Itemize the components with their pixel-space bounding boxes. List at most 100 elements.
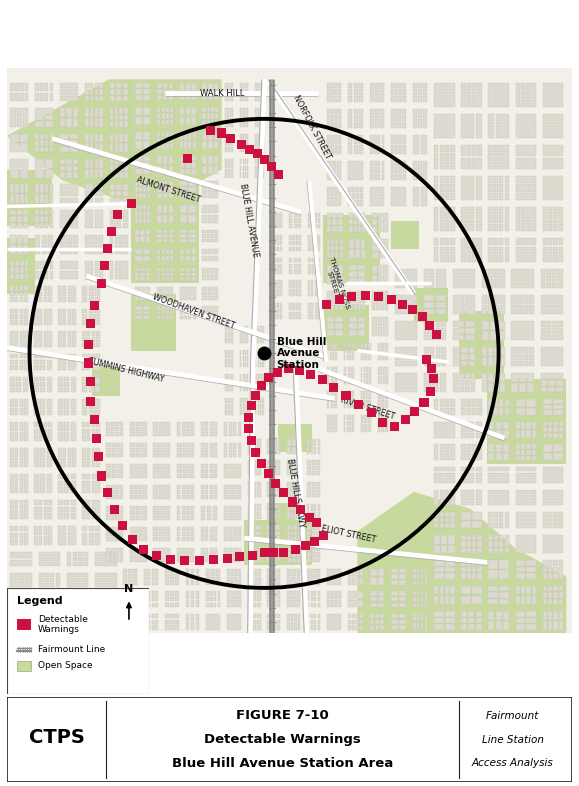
Bar xyxy=(134,495,138,499)
Bar xyxy=(200,443,208,450)
Bar xyxy=(399,597,406,601)
Bar xyxy=(314,504,317,511)
Bar xyxy=(110,223,115,229)
Bar xyxy=(225,338,227,343)
Bar xyxy=(373,134,376,144)
Bar xyxy=(214,141,218,149)
Bar xyxy=(372,219,376,225)
Bar xyxy=(395,134,398,144)
Bar xyxy=(548,387,555,392)
Bar xyxy=(314,281,317,285)
Bar xyxy=(10,159,19,167)
Bar xyxy=(162,249,164,255)
Bar xyxy=(110,172,113,178)
Bar xyxy=(277,625,280,630)
Bar xyxy=(378,366,382,375)
Bar xyxy=(344,421,346,426)
Bar xyxy=(20,314,23,319)
Bar xyxy=(550,189,556,200)
Bar xyxy=(307,536,310,540)
Bar xyxy=(20,267,24,273)
Bar xyxy=(399,96,402,102)
Bar xyxy=(439,399,444,406)
Bar xyxy=(504,193,509,200)
Bar xyxy=(232,410,233,415)
Bar xyxy=(435,354,441,360)
Bar xyxy=(277,591,280,599)
Bar xyxy=(267,555,270,562)
Bar xyxy=(157,239,162,242)
Bar xyxy=(146,237,151,242)
Bar xyxy=(503,123,509,130)
Bar xyxy=(521,456,525,460)
Bar xyxy=(543,433,547,438)
Bar xyxy=(98,245,103,254)
Bar xyxy=(245,96,248,101)
Bar xyxy=(331,397,333,402)
Bar xyxy=(205,464,208,468)
Bar xyxy=(100,144,103,152)
Bar xyxy=(143,89,151,94)
Bar xyxy=(391,597,398,601)
Bar xyxy=(274,555,277,562)
Bar xyxy=(39,562,49,566)
Bar xyxy=(515,512,525,516)
Bar xyxy=(424,384,431,392)
Bar xyxy=(289,224,292,229)
Bar xyxy=(89,385,93,392)
Bar xyxy=(307,525,310,530)
Bar xyxy=(200,485,204,489)
Bar xyxy=(260,121,263,127)
Bar xyxy=(413,171,417,180)
Bar xyxy=(543,91,549,98)
Bar xyxy=(543,207,552,215)
Bar xyxy=(43,297,47,302)
Bar xyxy=(146,292,151,296)
Bar xyxy=(556,358,563,366)
Bar xyxy=(152,597,154,601)
Bar xyxy=(358,291,361,296)
Text: Blue Hill
Avenue
Station: Blue Hill Avenue Station xyxy=(277,336,326,370)
Bar xyxy=(136,453,141,457)
Bar xyxy=(489,399,493,406)
Bar xyxy=(418,108,422,118)
Bar xyxy=(162,107,164,112)
Bar xyxy=(450,498,455,505)
Bar xyxy=(277,269,283,274)
Bar xyxy=(488,384,493,392)
Bar xyxy=(332,265,337,274)
Bar xyxy=(526,542,536,547)
Bar xyxy=(69,220,78,229)
Bar xyxy=(153,516,162,520)
Bar xyxy=(58,297,67,302)
Bar xyxy=(395,83,398,88)
Bar xyxy=(34,376,39,381)
Bar xyxy=(500,347,505,356)
Bar xyxy=(20,297,23,302)
Bar xyxy=(287,536,290,540)
Bar xyxy=(364,366,365,372)
Bar xyxy=(511,296,516,304)
Bar xyxy=(467,145,471,156)
Bar xyxy=(489,100,498,107)
Bar xyxy=(312,519,321,527)
Bar xyxy=(148,603,151,607)
Bar xyxy=(411,332,417,340)
Bar xyxy=(228,338,230,343)
Bar xyxy=(184,307,187,310)
Bar xyxy=(206,577,210,585)
Bar xyxy=(247,410,248,415)
Bar xyxy=(267,439,270,446)
Bar xyxy=(130,464,138,470)
Bar xyxy=(434,238,438,245)
Bar xyxy=(515,220,520,231)
Bar xyxy=(17,210,22,215)
Bar xyxy=(91,448,95,457)
Bar xyxy=(445,560,455,566)
Bar xyxy=(526,145,536,156)
Bar xyxy=(267,504,270,508)
Bar xyxy=(280,303,283,307)
Bar xyxy=(434,534,440,544)
Bar xyxy=(475,624,482,630)
Bar xyxy=(136,443,141,446)
